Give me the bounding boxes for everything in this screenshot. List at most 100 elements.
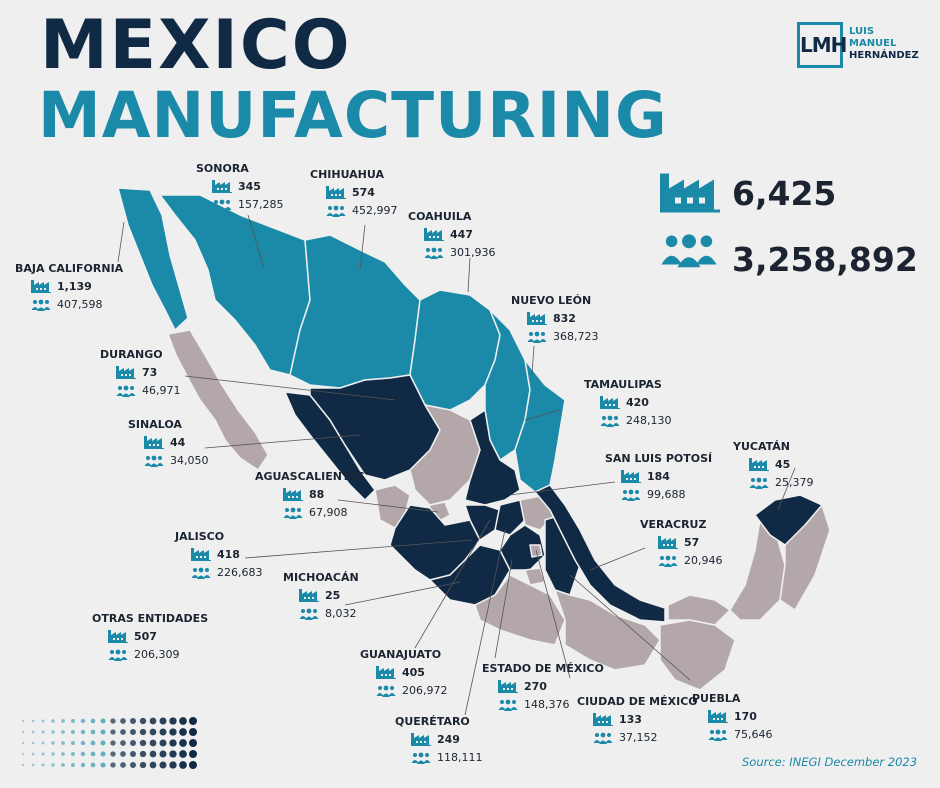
people-icon bbox=[108, 649, 128, 661]
decorative-dot bbox=[21, 719, 25, 723]
people-icon bbox=[31, 299, 51, 311]
state-label-sonora: SONORA 345 157,285 bbox=[196, 162, 284, 211]
decorative-dot bbox=[179, 750, 187, 758]
decorative-dot bbox=[120, 751, 126, 757]
decorative-dot bbox=[120, 762, 126, 768]
employees-value: 75,646 bbox=[734, 728, 773, 741]
state-label-puebla: PUEBLA 170 75,646 bbox=[692, 692, 773, 741]
state-name: GUANAJUATO bbox=[360, 648, 442, 661]
decorative-dot bbox=[139, 728, 147, 736]
people-icon bbox=[376, 685, 396, 697]
state-tabasco bbox=[667, 594, 731, 626]
decorative-dot bbox=[61, 719, 65, 723]
decorative-dot bbox=[120, 740, 126, 746]
decorative-dot-pattern bbox=[21, 717, 197, 769]
state-label-edomex: ESTADO DE MÉXICO 270 148,376 bbox=[482, 662, 604, 711]
employees-row: 8,032 bbox=[299, 607, 359, 620]
people-icon bbox=[527, 331, 547, 343]
employees-row: 25,379 bbox=[749, 476, 814, 489]
employees-value: 37,152 bbox=[619, 731, 658, 744]
decorative-dot bbox=[61, 763, 65, 767]
employees-value: 226,683 bbox=[217, 566, 263, 579]
employees-row: 75,646 bbox=[708, 728, 773, 741]
factories-row: 418 bbox=[191, 548, 263, 561]
people-icon bbox=[144, 455, 164, 467]
factories-value: 73 bbox=[142, 366, 158, 379]
decorative-dot bbox=[41, 752, 45, 756]
state-estado-de-mexico bbox=[499, 524, 546, 571]
decorative-dot bbox=[179, 728, 187, 736]
decorative-dot bbox=[51, 730, 55, 734]
factories-value: 574 bbox=[352, 186, 375, 199]
decorative-dot bbox=[129, 728, 137, 736]
decorative-dot bbox=[100, 762, 106, 768]
state-name: TAMAULIPAS bbox=[584, 378, 662, 391]
factories-row: 88 bbox=[283, 488, 365, 501]
employees-row: 34,050 bbox=[144, 454, 209, 467]
decorative-dot bbox=[169, 717, 177, 725]
decorative-dot bbox=[110, 740, 116, 746]
decorative-dot bbox=[179, 717, 187, 725]
decorative-dot bbox=[41, 730, 45, 734]
decorative-dot bbox=[80, 762, 86, 768]
decorative-dot bbox=[51, 719, 55, 723]
employees-value: 99,688 bbox=[647, 488, 686, 501]
people-icon bbox=[660, 232, 718, 268]
employees-value: 118,111 bbox=[437, 751, 483, 764]
state-label-guanajuato: GUANAJUATO 405 206,972 bbox=[360, 648, 448, 697]
factory-icon bbox=[191, 548, 211, 561]
state-name: JALISCO bbox=[175, 530, 225, 543]
state-label-baja: BAJA CALIFORNIA 1,139 407,598 bbox=[15, 262, 123, 311]
decorative-dot bbox=[70, 729, 76, 735]
factory-icon bbox=[283, 488, 303, 501]
factories-value: 249 bbox=[437, 733, 460, 746]
decorative-dot bbox=[110, 729, 116, 735]
state-name: PUEBLA bbox=[692, 692, 741, 705]
decorative-dot bbox=[31, 752, 35, 756]
factories-value: 447 bbox=[450, 228, 473, 241]
employees-value: 368,723 bbox=[553, 330, 599, 343]
decorative-dot bbox=[159, 717, 167, 725]
decorative-dot bbox=[100, 718, 106, 724]
factory-icon bbox=[660, 172, 720, 214]
employees-value: 8,032 bbox=[325, 607, 357, 620]
employees-row: 226,683 bbox=[191, 566, 263, 579]
factories-value: 44 bbox=[170, 436, 186, 449]
employees-value: 157,285 bbox=[238, 198, 284, 211]
factories-value: 832 bbox=[553, 312, 576, 325]
employees-row: 148,376 bbox=[498, 698, 604, 711]
factory-icon bbox=[108, 630, 128, 643]
decorative-dot bbox=[90, 729, 96, 735]
decorative-dot bbox=[149, 750, 157, 758]
employees-row: 99,688 bbox=[621, 488, 712, 501]
decorative-dot bbox=[189, 761, 197, 769]
factory-icon bbox=[424, 228, 444, 241]
employees-row: 248,130 bbox=[600, 414, 672, 427]
state-name: NUEVO LEÓN bbox=[511, 294, 592, 307]
factory-icon bbox=[411, 733, 431, 746]
employees-value: 25,379 bbox=[775, 476, 814, 489]
decorative-dot bbox=[21, 752, 25, 756]
factories-row: 447 bbox=[424, 228, 496, 241]
factories-row: 574 bbox=[326, 186, 398, 199]
factory-icon bbox=[749, 458, 769, 471]
people-icon bbox=[424, 247, 444, 259]
factories-row: 249 bbox=[411, 733, 483, 746]
decorative-dot bbox=[70, 751, 76, 757]
people-icon bbox=[212, 199, 232, 211]
state-name: SINALOA bbox=[128, 418, 182, 431]
employees-row: 301,936 bbox=[424, 246, 496, 259]
employees-row: 67,908 bbox=[283, 506, 365, 519]
state-label-veracruz: VERACRUZ 57 20,946 bbox=[640, 518, 723, 567]
employees-value: 248,130 bbox=[626, 414, 672, 427]
decorative-dot bbox=[100, 751, 106, 757]
factories-row: 73 bbox=[116, 366, 181, 379]
decorative-dot bbox=[31, 719, 35, 723]
decorative-dot bbox=[149, 761, 157, 769]
decorative-dot bbox=[80, 740, 86, 746]
state-label-coahuila: COAHUILA 447 301,936 bbox=[408, 210, 496, 259]
state-oaxaca bbox=[554, 589, 661, 671]
factories-row: 44 bbox=[144, 436, 209, 449]
state-chihuahua bbox=[289, 234, 421, 389]
decorative-dot bbox=[90, 740, 96, 746]
